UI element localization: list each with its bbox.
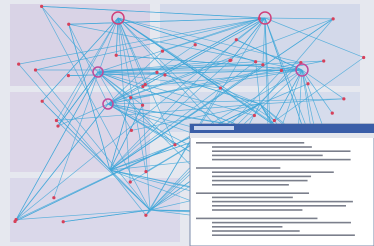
node	[235, 38, 238, 41]
node	[261, 63, 264, 66]
text-line	[212, 197, 293, 199]
node	[280, 69, 283, 72]
output-window	[190, 124, 374, 246]
node	[219, 86, 222, 89]
node	[331, 112, 334, 115]
node	[194, 43, 197, 46]
node	[17, 63, 20, 66]
node	[41, 100, 44, 103]
node	[273, 119, 276, 122]
node	[130, 129, 133, 132]
text-line	[212, 222, 351, 224]
text-line	[212, 184, 289, 186]
window-menu-bar	[190, 133, 374, 138]
node	[67, 74, 70, 77]
text-line	[212, 201, 353, 203]
node	[141, 104, 144, 107]
text-line	[212, 230, 300, 232]
node	[173, 143, 176, 146]
text-line	[196, 218, 317, 220]
text-line	[212, 205, 346, 207]
node	[254, 60, 257, 63]
text-line	[212, 155, 323, 157]
node	[56, 124, 59, 127]
node	[67, 23, 70, 26]
text-line	[212, 171, 334, 173]
node	[144, 170, 147, 173]
node	[161, 50, 164, 53]
node	[163, 73, 166, 76]
text-line	[212, 159, 351, 161]
text-line	[212, 209, 302, 211]
node	[55, 119, 58, 122]
window-title	[194, 126, 234, 130]
text-line	[212, 226, 282, 228]
node	[332, 17, 335, 20]
text-line	[196, 142, 304, 144]
node	[253, 114, 256, 117]
page: (() => { const ns = 'http://www.w3.org/2…	[0, 0, 374, 246]
node	[141, 85, 144, 88]
text-line	[212, 234, 355, 236]
node	[322, 59, 325, 62]
node	[14, 218, 17, 221]
node	[362, 56, 365, 59]
text-line	[212, 176, 311, 178]
node	[129, 96, 132, 99]
network-view	[0, 0, 374, 246]
node	[155, 71, 158, 74]
node	[129, 180, 132, 183]
node	[34, 68, 37, 71]
text-line	[196, 167, 280, 169]
text-line	[212, 150, 350, 152]
node	[52, 196, 55, 199]
node	[40, 5, 43, 8]
node	[62, 220, 65, 223]
node	[115, 54, 118, 57]
node	[306, 82, 309, 85]
node	[342, 97, 345, 100]
node	[144, 214, 147, 217]
text-line	[212, 146, 312, 148]
text-line	[196, 192, 309, 194]
text-line	[212, 180, 308, 182]
node	[229, 59, 232, 62]
